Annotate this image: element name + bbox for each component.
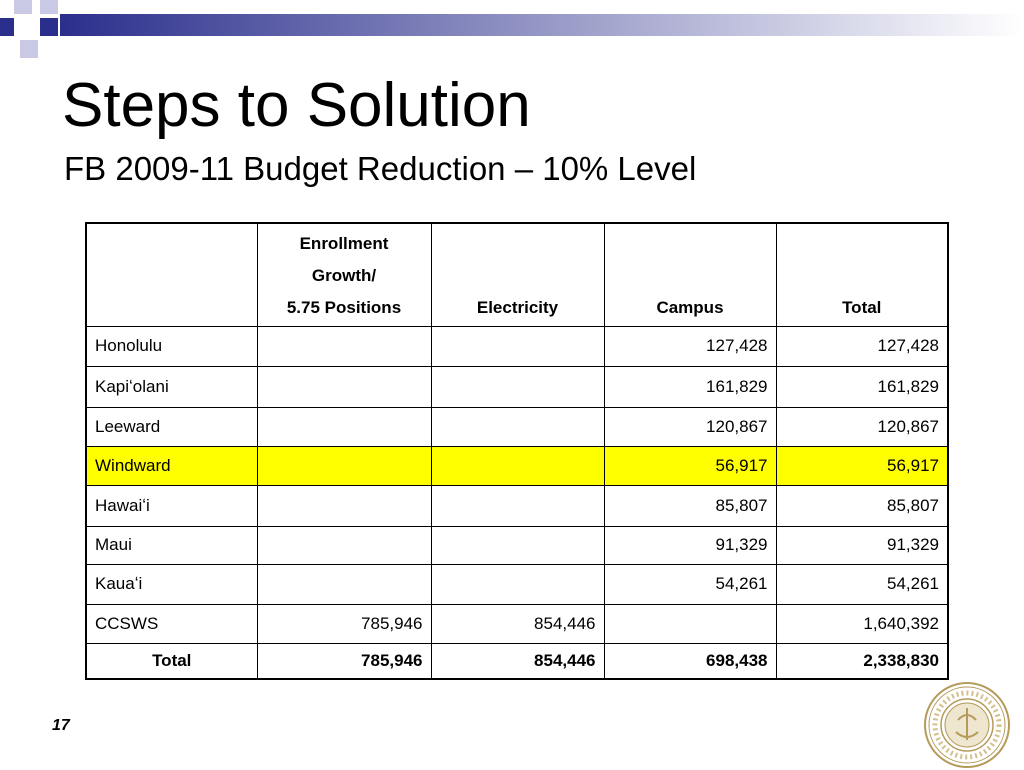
cell-value: 85,807 [775, 484, 949, 527]
cell-value: 2,338,830 [775, 642, 949, 680]
table-row: Leeward 120,867 120,867 [85, 406, 949, 447]
header-line: Electricity [476, 297, 559, 317]
row-label: Honolulu [85, 325, 258, 367]
cell-value: 854,446 [430, 603, 605, 644]
corner-cell [85, 222, 258, 327]
empty-cell [256, 525, 432, 565]
table-row: Hawaiʻi 85,807 85,807 [85, 484, 949, 527]
page-number: 17 [52, 717, 70, 734]
table-row: Honolulu 127,428 127,428 [85, 325, 949, 367]
empty-cell [256, 365, 432, 408]
empty-cell [256, 445, 432, 486]
subtitle: FB 2009-11 Budget Reduction – 10% Level [64, 150, 697, 187]
column-header: Electricity [430, 222, 605, 327]
cell-value: 85,807 [603, 484, 777, 527]
row-label: Windward [85, 445, 258, 486]
table-row: Kauaʻi 54,261 54,261 [85, 563, 949, 605]
column-header: Enrollment Growth/5.75 Positions [256, 222, 432, 327]
cell-value: 56,917 [603, 445, 777, 486]
cell-value: 56,917 [775, 445, 949, 486]
empty-cell [430, 365, 605, 408]
empty-cell [256, 484, 432, 527]
empty-cell [256, 563, 432, 605]
row-label: CCSWS [85, 603, 258, 644]
header-row: Enrollment Growth/5.75 Positions Electrici… [85, 222, 949, 327]
table-row: Kapiʻolani 161,829 161,829 [85, 365, 949, 408]
table-row: Total 785,946 854,446 698,438 2,338,830 [85, 642, 949, 680]
empty-cell [430, 563, 605, 605]
cell-value: 127,428 [775, 325, 949, 367]
cell-value: 120,867 [775, 406, 949, 447]
cell-value: 785,946 [256, 642, 432, 680]
table-row: CCSWS 785,946 854,446 1,640,392 [85, 603, 949, 644]
cell-value: 785,946 [256, 603, 432, 644]
cell-value: 54,261 [775, 563, 949, 605]
cell-value: 1,640,392 [775, 603, 949, 644]
empty-cell [430, 484, 605, 527]
row-label: Maui [85, 525, 258, 565]
budget-table: Enrollment Growth/5.75 Positions Electrici… [85, 222, 949, 680]
university-seal [924, 682, 1010, 768]
header-line: 5.75 Positions [286, 297, 402, 317]
row-label: Leeward [85, 406, 258, 447]
header-line: Total [842, 297, 882, 317]
table-row: Windward 56,917 56,917 [85, 445, 949, 486]
empty-cell [430, 445, 605, 486]
cell-value: 854,446 [430, 642, 605, 680]
cell-value: 698,438 [603, 642, 777, 680]
table-row: Maui 91,329 91,329 [85, 525, 949, 565]
empty-cell [430, 406, 605, 447]
row-label: Kauaʻi [85, 563, 258, 605]
empty-cell [430, 525, 605, 565]
column-header: Campus [603, 222, 777, 327]
cell-value: 91,329 [603, 525, 777, 565]
decoration [0, 0, 1024, 58]
header-line: Enrollment [299, 233, 389, 253]
empty-cell [256, 325, 432, 367]
cell-value: 127,428 [603, 325, 777, 367]
cell-value: 120,867 [603, 406, 777, 447]
row-label: Kapiʻolani [85, 365, 258, 408]
cell-value: 161,829 [603, 365, 777, 408]
cell-value: 161,829 [775, 365, 949, 408]
row-label: Total [85, 642, 258, 680]
empty-cell [430, 325, 605, 367]
cell-value: 91,329 [775, 525, 949, 565]
empty-cell [256, 406, 432, 447]
empty-cell [603, 603, 777, 644]
header-line: Campus [656, 297, 724, 317]
title: Steps to Solution [62, 71, 531, 140]
column-header: Total [775, 222, 949, 327]
header-line: Growth/ [311, 265, 377, 285]
cell-value: 54,261 [603, 563, 777, 605]
row-label: Hawaiʻi [85, 484, 258, 527]
